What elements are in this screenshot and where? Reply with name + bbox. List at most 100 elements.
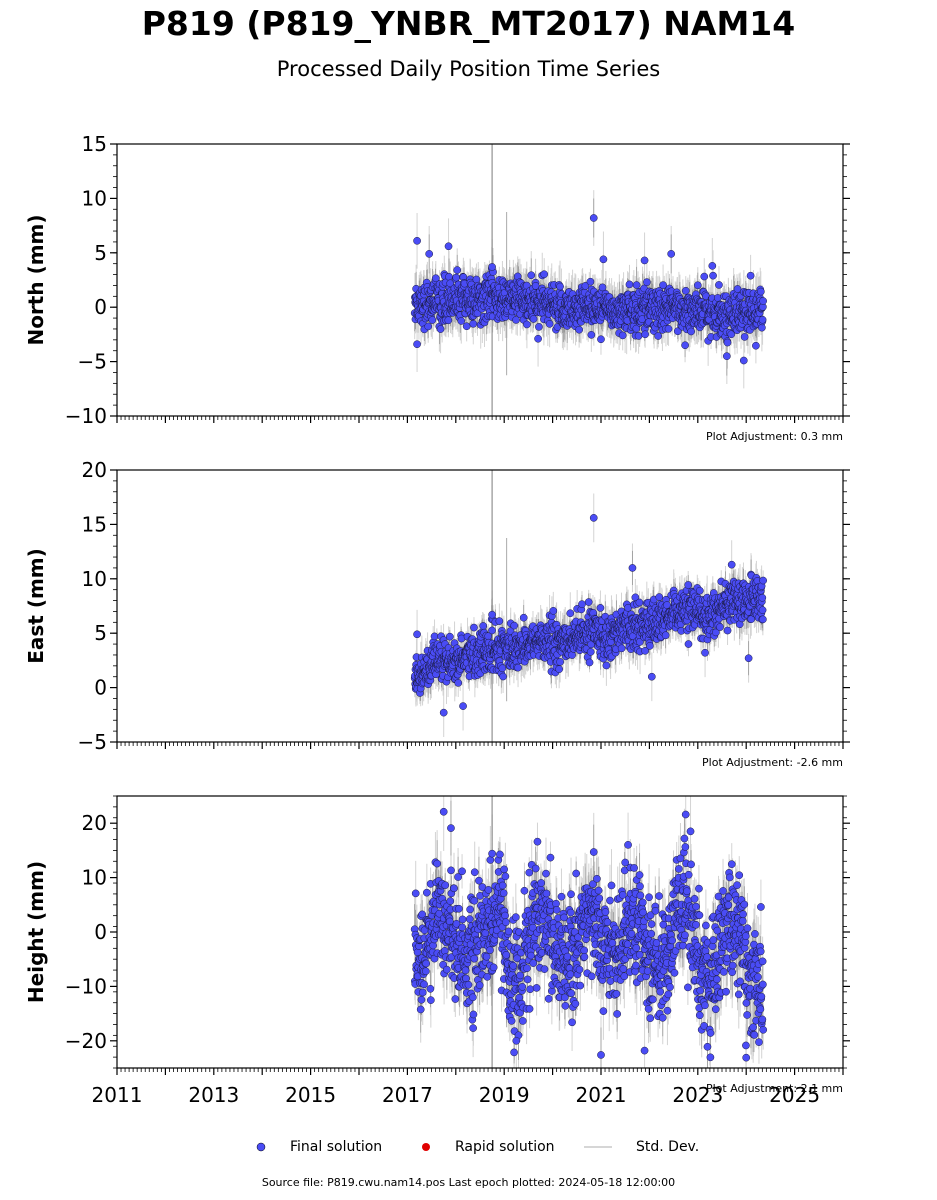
data-point	[628, 564, 637, 572]
data-point	[601, 908, 610, 916]
data-point	[701, 1001, 709, 1010]
data-point	[612, 990, 621, 998]
data-point	[574, 933, 582, 942]
data-point	[552, 906, 561, 914]
data-point	[533, 837, 542, 846]
data-point	[501, 911, 509, 920]
plot-adjustment: Plot Adjustment: -2.6 mm	[702, 756, 843, 769]
data-point	[641, 646, 649, 655]
data-point	[598, 283, 607, 292]
data-point	[566, 609, 575, 618]
data-point	[722, 352, 731, 361]
data-point	[576, 981, 585, 990]
data-point	[719, 887, 727, 895]
data-point	[578, 600, 586, 609]
data-point	[454, 679, 463, 687]
data-point	[608, 939, 617, 947]
data-point	[529, 959, 538, 967]
data-point	[411, 889, 420, 898]
data-point	[475, 981, 484, 990]
data-point	[479, 622, 488, 630]
data-point	[514, 663, 522, 672]
data-point	[523, 975, 532, 984]
data-point	[427, 996, 435, 1004]
data-point	[510, 1048, 518, 1057]
data-point	[652, 939, 661, 947]
data-point	[545, 320, 554, 328]
data-point	[759, 1025, 768, 1034]
data-point	[527, 951, 535, 960]
data-point	[727, 860, 736, 869]
data-point	[595, 894, 604, 903]
data-point	[695, 1011, 704, 1020]
data-point	[617, 644, 626, 653]
data-point	[510, 621, 519, 630]
data-point	[684, 640, 693, 648]
data-point	[428, 316, 437, 324]
data-point	[692, 920, 700, 929]
data-point	[727, 330, 736, 339]
data-point	[680, 834, 689, 843]
data-point	[525, 868, 534, 877]
data-point	[623, 940, 632, 949]
data-point	[575, 325, 583, 334]
data-point	[455, 904, 463, 913]
data-point	[413, 630, 421, 639]
data-point	[452, 273, 461, 282]
data-point	[666, 983, 674, 991]
data-point	[620, 972, 629, 981]
data-point	[523, 964, 531, 973]
data-point	[507, 1016, 516, 1025]
data-point	[512, 316, 520, 324]
data-point	[701, 947, 710, 955]
data-point	[706, 1053, 715, 1062]
data-point	[673, 327, 682, 336]
data-point	[495, 617, 504, 625]
data-point	[482, 952, 491, 961]
data-point	[625, 280, 634, 289]
data-point	[584, 598, 593, 606]
data-point	[681, 810, 690, 819]
data-point	[686, 827, 695, 836]
data-point	[549, 606, 558, 615]
data-point	[499, 889, 508, 897]
data-point	[422, 959, 431, 968]
data-point	[624, 841, 632, 849]
data-point	[572, 869, 581, 878]
data-point	[445, 632, 454, 641]
data-point	[421, 967, 430, 976]
y-tick-label: −10	[65, 974, 107, 998]
data-point	[540, 270, 549, 279]
data-point	[433, 859, 441, 868]
data-point	[638, 898, 647, 907]
data-point	[587, 972, 596, 981]
data-point	[599, 255, 608, 264]
data-point	[661, 631, 670, 640]
data-point	[742, 999, 751, 1007]
data-point	[683, 887, 691, 896]
data-point	[758, 606, 767, 614]
data-point	[424, 322, 433, 331]
data-point	[513, 954, 521, 963]
data-point	[656, 987, 665, 996]
data-point	[597, 1051, 605, 1059]
y-tick-label: −5	[78, 730, 107, 754]
data-point	[439, 708, 448, 717]
y-tick-label: 0	[94, 920, 107, 944]
data-point	[727, 560, 736, 569]
data-point	[733, 285, 742, 293]
data-point	[413, 236, 421, 245]
data-point	[651, 906, 660, 915]
data-point	[687, 860, 695, 869]
data-point	[498, 664, 507, 673]
data-point	[684, 870, 693, 879]
data-point	[422, 888, 431, 897]
data-point	[512, 1036, 521, 1045]
data-point	[451, 995, 460, 1003]
data-point	[560, 993, 569, 1002]
data-point	[740, 333, 749, 341]
data-point	[529, 315, 538, 323]
data-point	[440, 947, 449, 955]
data-point	[607, 881, 616, 890]
chart-title: P819 (P819_YNBR_MT2017) NAM14	[141, 4, 796, 43]
